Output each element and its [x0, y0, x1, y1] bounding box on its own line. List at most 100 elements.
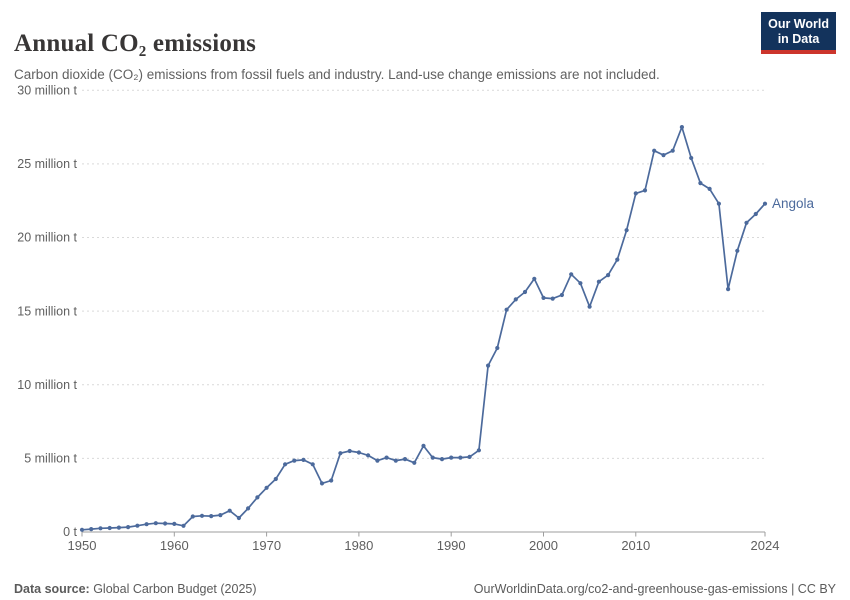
data-point-marker[interactable]: [236, 515, 241, 521]
x-axis-tick-label: 1980: [344, 538, 373, 553]
data-point-marker[interactable]: [430, 455, 435, 460]
data-point-marker[interactable]: [116, 525, 121, 530]
data-point-marker[interactable]: [753, 211, 758, 217]
data-point-marker[interactable]: [689, 155, 694, 161]
data-point-marker[interactable]: [449, 455, 454, 460]
data-point-marker[interactable]: [153, 521, 158, 526]
y-axis-tick-label: 15 million t: [17, 304, 77, 318]
data-point-marker[interactable]: [513, 297, 518, 302]
data-point-marker[interactable]: [338, 451, 343, 456]
data-point-marker[interactable]: [541, 295, 546, 300]
data-point-marker[interactable]: [218, 513, 223, 518]
data-point-marker[interactable]: [439, 457, 445, 462]
data-point-marker[interactable]: [698, 181, 703, 186]
owid-logo-line1: Our World: [768, 17, 829, 31]
data-point-marker[interactable]: [421, 443, 426, 448]
data-point-marker[interactable]: [329, 478, 334, 483]
data-point-marker[interactable]: [670, 148, 675, 153]
data-point-marker[interactable]: [172, 521, 177, 527]
data-point-marker[interactable]: [606, 273, 611, 278]
data-point-marker[interactable]: [199, 513, 205, 518]
data-point-marker[interactable]: [310, 462, 315, 467]
data-point-marker[interactable]: [476, 448, 481, 453]
data-point-marker[interactable]: [735, 248, 740, 253]
data-point-marker[interactable]: [292, 458, 297, 463]
data-point-marker[interactable]: [402, 457, 408, 462]
y-axis-tick-label: 30 million t: [17, 84, 77, 98]
data-point-marker[interactable]: [181, 523, 186, 528]
x-axis-tick-label: 2010: [621, 538, 650, 553]
x-axis-tick-label: 1970: [252, 538, 281, 553]
data-point-marker[interactable]: [587, 304, 592, 309]
series-label-angola[interactable]: Angola: [772, 196, 815, 211]
data-point-marker[interactable]: [569, 272, 574, 277]
data-point-marker[interactable]: [532, 276, 537, 281]
data-point-marker[interactable]: [246, 506, 251, 511]
x-axis-tick-label: 2000: [529, 538, 558, 553]
data-point-marker[interactable]: [209, 514, 214, 519]
data-point-marker[interactable]: [190, 514, 195, 519]
data-point-marker[interactable]: [559, 292, 565, 298]
data-point-marker[interactable]: [384, 455, 389, 460]
data-point-marker[interactable]: [661, 153, 666, 158]
data-point-marker[interactable]: [642, 188, 648, 193]
data-point-marker[interactable]: [458, 455, 463, 460]
data-point-marker[interactable]: [227, 508, 232, 513]
data-point-marker[interactable]: [412, 460, 417, 465]
data-point-marker[interactable]: [319, 481, 325, 486]
data-point-marker[interactable]: [98, 526, 103, 531]
data-point-marker[interactable]: [126, 525, 131, 530]
data-point-marker[interactable]: [264, 485, 269, 490]
data-point-marker[interactable]: [550, 296, 555, 301]
data-point-marker[interactable]: [578, 281, 583, 286]
emissions-line[interactable]: [81, 126, 766, 531]
y-axis-tick-label: 25 million t: [17, 157, 77, 171]
data-point-marker[interactable]: [393, 458, 398, 463]
data-point-marker[interactable]: [375, 458, 380, 463]
data-source-text: Global Carbon Budget (2025): [89, 581, 257, 596]
data-point-marker[interactable]: [624, 228, 629, 233]
data-point-marker[interactable]: [744, 220, 749, 225]
data-point-marker[interactable]: [716, 201, 722, 206]
data-point-marker[interactable]: [467, 454, 472, 459]
data-point-marker[interactable]: [89, 527, 94, 532]
x-axis-tick-label: 2024: [751, 538, 780, 553]
data-point-marker[interactable]: [135, 523, 140, 528]
chart-subtitle: Carbon dioxide (CO₂) emissions from foss…: [14, 66, 660, 82]
data-point-marker[interactable]: [255, 495, 260, 500]
data-point-marker[interactable]: [522, 289, 528, 295]
data-source-note: Data source: Global Carbon Budget (2025): [14, 582, 257, 596]
y-axis-tick-label: 10 million t: [17, 378, 77, 392]
data-point-marker[interactable]: [495, 345, 500, 351]
data-point-marker[interactable]: [301, 457, 306, 462]
data-point-marker[interactable]: [144, 522, 149, 527]
data-point-marker[interactable]: [283, 462, 288, 467]
x-axis-tick-label: 1950: [68, 538, 97, 553]
data-point-marker[interactable]: [707, 186, 712, 191]
data-point-marker[interactable]: [273, 476, 278, 482]
footer-url[interactable]: OurWorldinData.org/co2-and-greenhouse-ga…: [473, 581, 836, 596]
data-point-marker[interactable]: [107, 525, 112, 531]
x-axis-tick-label: 1990: [437, 538, 466, 553]
data-point-marker[interactable]: [726, 287, 731, 292]
chart-title: Annual CO₂ emissions: [14, 29, 257, 57]
data-point-marker[interactable]: [163, 521, 168, 526]
data-point-marker[interactable]: [762, 201, 768, 206]
data-point-marker[interactable]: [596, 279, 602, 284]
y-axis-tick-label: 5 million t: [24, 452, 77, 466]
data-point-marker[interactable]: [347, 448, 352, 454]
data-point-marker[interactable]: [366, 453, 371, 458]
data-point-marker[interactable]: [652, 148, 657, 153]
x-axis-tick-label: 1960: [160, 538, 189, 553]
data-point-marker[interactable]: [615, 257, 620, 262]
data-point-marker[interactable]: [79, 527, 85, 532]
data-source-label: Data source:: [14, 581, 90, 596]
owid-logo[interactable]: Our World in Data: [761, 12, 836, 54]
data-point-marker[interactable]: [633, 191, 638, 196]
data-point-marker[interactable]: [486, 363, 491, 368]
data-point-marker[interactable]: [679, 125, 685, 130]
y-axis-tick-label: 20 million t: [17, 231, 77, 245]
data-point-marker[interactable]: [504, 307, 509, 312]
data-point-marker[interactable]: [356, 450, 361, 455]
